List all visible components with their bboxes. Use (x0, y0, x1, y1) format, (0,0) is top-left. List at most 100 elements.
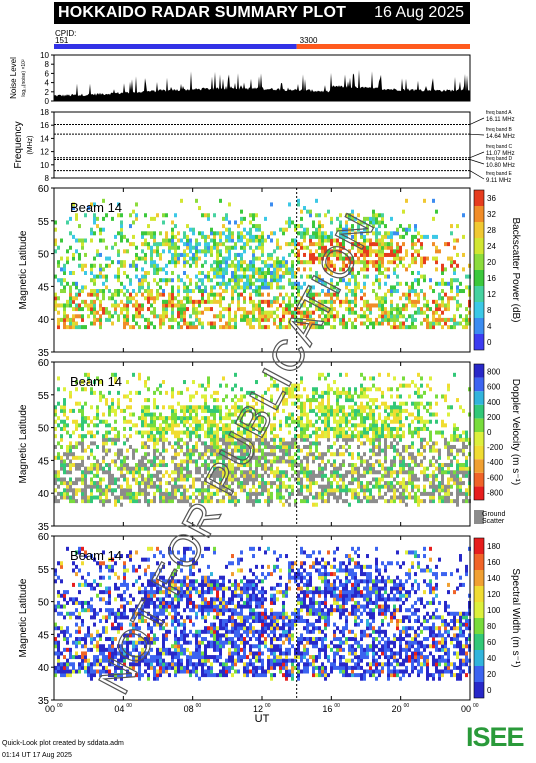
ground-scatter-cell (345, 499, 348, 504)
heatmap-cell (393, 448, 396, 453)
heatmap-cell (78, 582, 81, 587)
heatmap-cell (327, 252, 330, 257)
ground-scatter-cell (297, 473, 300, 478)
heatmap-cell (336, 249, 339, 254)
heatmap-cell (276, 260, 279, 265)
heatmap-cell (399, 224, 402, 229)
heatmap-cell (78, 655, 81, 660)
heatmap-cell (225, 416, 228, 421)
heatmap-cell (375, 252, 378, 257)
ground-scatter-cell (153, 499, 156, 504)
colorbar-tick-label: -600 (487, 473, 504, 482)
heatmap-cell (117, 401, 120, 406)
heatmap-cell (360, 390, 363, 395)
heatmap-cell (117, 434, 120, 439)
heatmap-cell (378, 213, 381, 218)
heatmap-cell (318, 227, 321, 232)
heatmap-cell (105, 590, 108, 595)
heatmap-cell (150, 473, 153, 478)
heatmap-cell (75, 640, 78, 645)
ground-scatter-cell (117, 455, 120, 460)
ground-scatter-cell (357, 473, 360, 478)
heatmap-cell (249, 390, 252, 395)
heatmap-cell (312, 231, 315, 236)
ground-scatter-cell (369, 463, 372, 468)
heatmap-cell (354, 387, 357, 392)
heatmap-cell (348, 289, 351, 294)
ground-scatter-cell (210, 459, 213, 464)
heatmap-cell (168, 416, 171, 421)
heatmap-cell (81, 455, 84, 460)
ground-scatter-cell (201, 452, 204, 457)
heatmap-cell (246, 238, 249, 243)
heatmap-cell (306, 227, 309, 232)
heatmap-cell (234, 321, 237, 326)
heatmap-cell (246, 459, 249, 464)
heatmap-cell (312, 234, 315, 239)
heatmap-cell (432, 470, 435, 475)
heatmap-cell (252, 426, 255, 431)
heatmap-cell (378, 281, 381, 286)
heatmap-cell (321, 408, 324, 413)
heatmap-cell (129, 325, 132, 330)
heatmap-cell (249, 408, 252, 413)
heatmap-cell (105, 665, 108, 670)
heatmap-cell (360, 267, 363, 272)
heatmap-cell (444, 470, 447, 475)
heatmap-cell (450, 434, 453, 439)
heatmap-cell (336, 398, 339, 403)
heatmap-cell (246, 491, 249, 496)
heatmap-cell (240, 292, 243, 297)
heatmap-cell (339, 267, 342, 272)
heatmap-cell (390, 310, 393, 315)
heatmap-cell (210, 252, 213, 257)
heatmap-cell (57, 263, 60, 268)
heatmap-cell (369, 423, 372, 428)
ground-scatter-cell (54, 499, 57, 504)
heatmap-cell (240, 238, 243, 243)
heatmap-cell (222, 426, 225, 431)
ground-scatter-cell (255, 455, 258, 460)
heatmap-cell (432, 488, 435, 493)
heatmap-cell (345, 299, 348, 304)
heatmap-cell (75, 419, 78, 424)
heatmap-cell (234, 220, 237, 225)
heatmap-cell (402, 234, 405, 239)
heatmap-cell (372, 376, 375, 381)
heatmap-cell (198, 242, 201, 247)
heatmap-cell (261, 260, 264, 265)
ground-scatter-cell (372, 499, 375, 504)
heatmap-cell (252, 267, 255, 272)
heatmap-cell (96, 488, 99, 493)
heatmap-cell (171, 270, 174, 275)
ground-scatter-cell (297, 463, 300, 468)
heatmap-cell (168, 249, 171, 254)
ground-scatter-cell (183, 488, 186, 493)
ground-scatter-cell (411, 477, 414, 482)
ground-scatter-cell (333, 466, 336, 471)
heatmap-cell (102, 561, 105, 566)
heatmap-cell (102, 466, 105, 471)
ground-scatter-cell (141, 477, 144, 482)
ground-scatter-cell (249, 444, 252, 449)
heatmap-cell (234, 405, 237, 410)
heatmap-cell (204, 289, 207, 294)
heatmap-cell (108, 412, 111, 417)
heatmap-cell (102, 307, 105, 312)
heatmap-cell (183, 405, 186, 410)
heatmap-cell (282, 502, 285, 507)
ground-scatter-cell (195, 448, 198, 453)
heatmap-cell (333, 463, 336, 468)
heatmap-cell (189, 238, 192, 243)
heatmap-cell (210, 321, 213, 326)
heatmap-cell (177, 477, 180, 482)
ground-scatter-cell (420, 459, 423, 464)
heatmap-cell (249, 299, 252, 304)
freq-ytick-label: 18 (40, 108, 49, 117)
heatmap-cell (441, 296, 444, 301)
heatmap-cell (174, 242, 177, 247)
heatmap-cell (213, 213, 216, 218)
heatmap-cell (465, 473, 468, 478)
heatmap-cell (135, 314, 138, 319)
heatmap-cell (399, 437, 402, 442)
